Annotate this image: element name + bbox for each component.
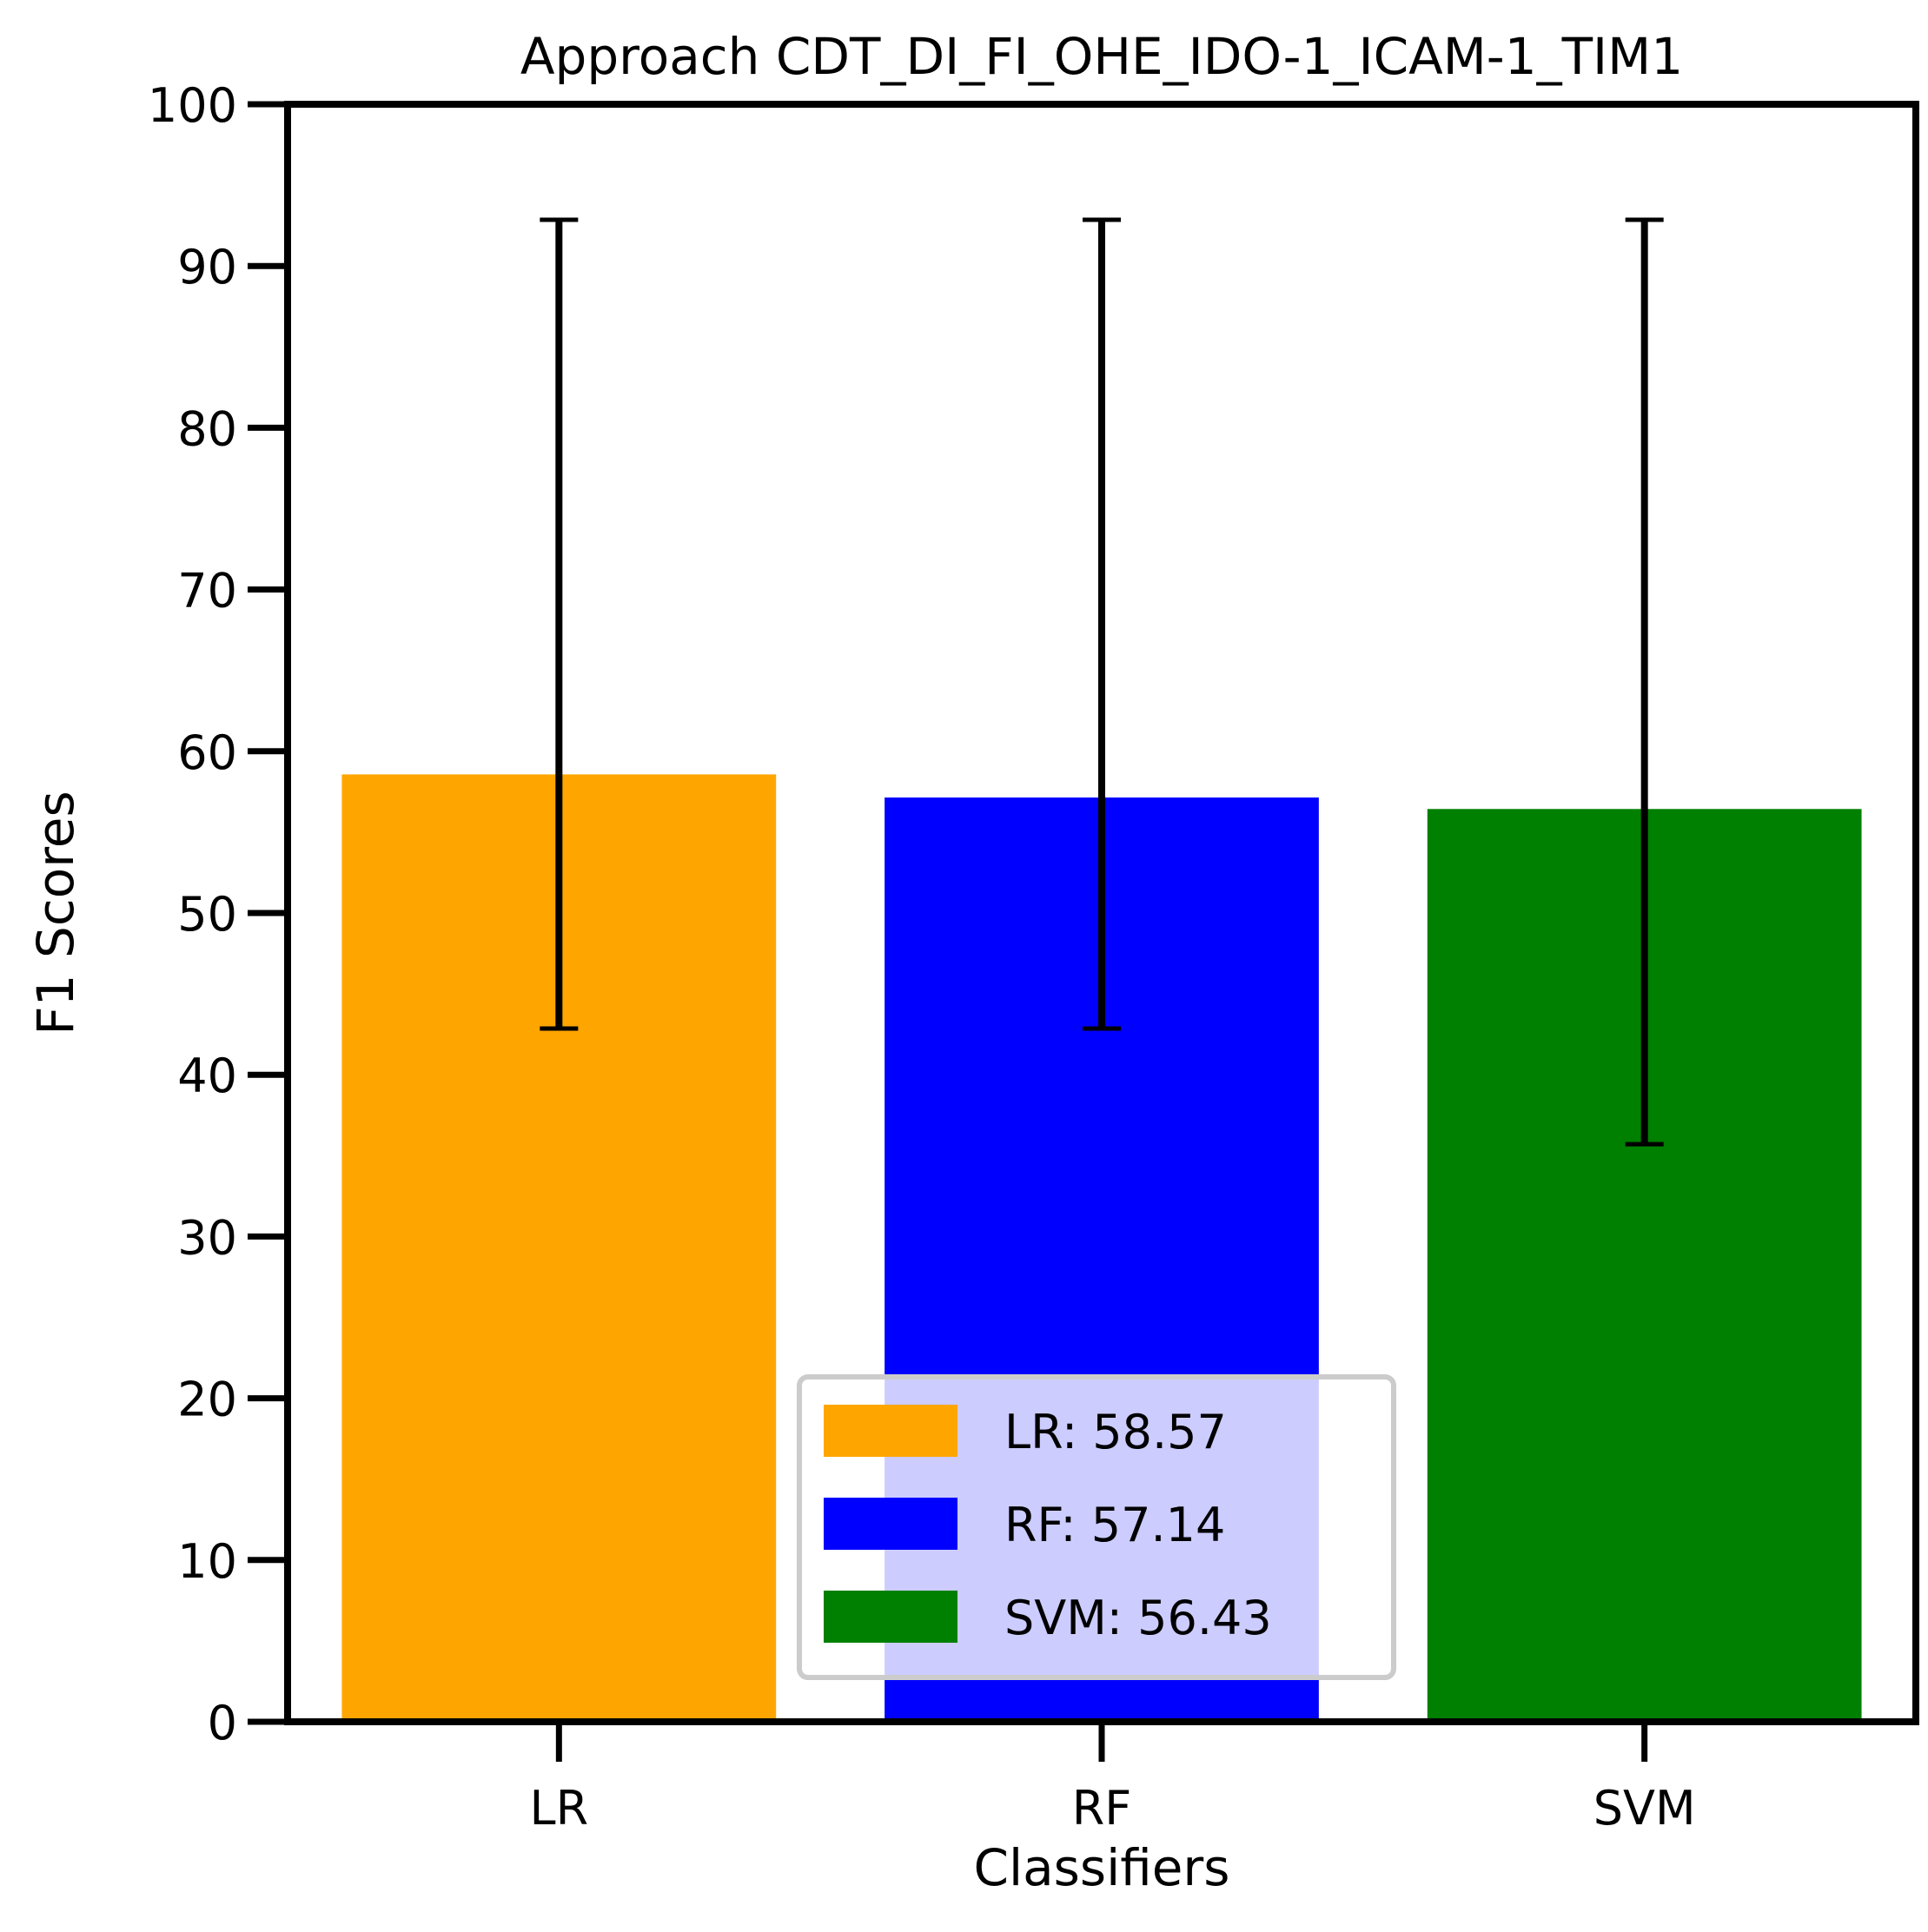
y-tick-label-20: 20 <box>177 1373 237 1427</box>
y-tick-label-30: 30 <box>177 1210 237 1265</box>
y-axis-ticks: 0 10 20 30 40 50 60 70 80 90 100 <box>148 78 288 1750</box>
y-tick-label-60: 60 <box>177 725 237 780</box>
y-axis-label: F1 Scores <box>26 791 85 1035</box>
x-tick-label-lr: LR <box>530 1781 589 1836</box>
x-axis-ticks: LR RF SVM <box>530 1722 1696 1836</box>
x-tick-label-svm: SVM <box>1593 1781 1696 1836</box>
x-tick-label-rf: RF <box>1072 1781 1132 1836</box>
legend-swatch-rf <box>824 1498 957 1550</box>
y-tick-label-100: 100 <box>148 78 237 133</box>
legend-label-svm: SVM: 56.43 <box>1004 1591 1272 1645</box>
y-tick-label-40: 40 <box>177 1049 237 1103</box>
plot-frame <box>284 101 1919 1725</box>
x-axis-label: Classifiers <box>974 1838 1230 1897</box>
legend-swatch-svm <box>824 1591 957 1643</box>
y-tick-label-80: 80 <box>177 401 237 456</box>
y-tick-label-90: 90 <box>177 240 237 294</box>
error-bars-layer <box>540 217 1664 1147</box>
legend-swatch-lr <box>824 1405 957 1457</box>
y-tick-label-10: 10 <box>177 1534 237 1589</box>
chart-title: Approach CDT_DI_FI_OHE_IDO-1_ICAM-1_TIM1 <box>520 27 1683 86</box>
legend: LR: 58.57 RF: 57.14 SVM: 56.43 <box>797 1374 1396 1680</box>
y-tick-label-70: 70 <box>177 564 237 619</box>
legend-label-lr: LR: 58.57 <box>1004 1405 1227 1459</box>
y-tick-label-0: 0 <box>208 1696 237 1750</box>
y-tick-label-50: 50 <box>177 887 237 942</box>
legend-label-rf: RF: 57.14 <box>1004 1498 1225 1552</box>
